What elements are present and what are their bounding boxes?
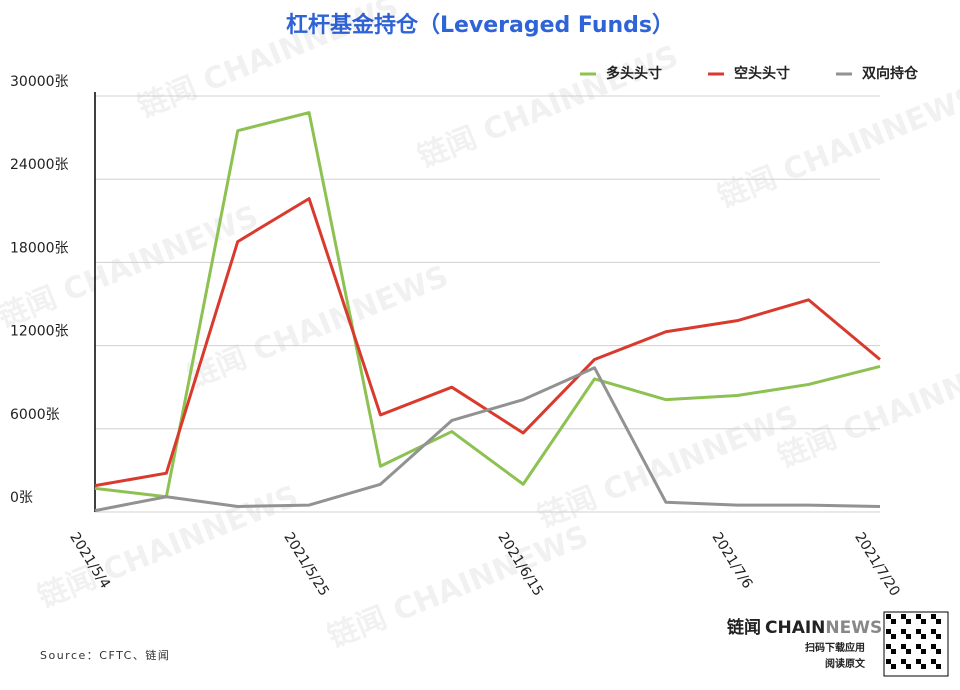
x-tick-label: 2021/7/6 bbox=[708, 530, 755, 592]
watermark: 链闻 CHAINNEWS bbox=[773, 339, 960, 475]
qr-cell bbox=[931, 644, 936, 649]
qr-code bbox=[883, 611, 949, 677]
qr-cell bbox=[916, 659, 921, 664]
qr-cell bbox=[906, 619, 911, 624]
qr-cell bbox=[916, 644, 921, 649]
qr-cell bbox=[931, 614, 936, 619]
qr-cell bbox=[901, 614, 906, 619]
logo-name: CHAINNEWS bbox=[765, 618, 882, 638]
qr-cell bbox=[921, 664, 926, 669]
watermark: 链闻 CHAINNEWS bbox=[533, 399, 803, 535]
qr-cell bbox=[921, 634, 926, 639]
watermark: 链闻 CHAINNEWS bbox=[183, 259, 453, 395]
watermark: 链闻 CHAINNEWS bbox=[0, 199, 263, 335]
line-series bbox=[94, 111, 881, 499]
qr-cell bbox=[906, 634, 911, 639]
watermark: 链闻 CHAINNEWS bbox=[413, 39, 683, 175]
qr-cell bbox=[936, 634, 941, 639]
qr-cell bbox=[921, 619, 926, 624]
x-tick-label: 2021/5/25 bbox=[280, 530, 332, 599]
qr-cell bbox=[886, 659, 891, 664]
y-tick-label: 18000张 bbox=[10, 240, 69, 256]
logo-name-b: NEWS bbox=[825, 618, 882, 638]
legend-label: 双向持仓 bbox=[862, 65, 919, 82]
qr-cell bbox=[906, 664, 911, 669]
source: Source：CFTC、链闻 bbox=[40, 648, 170, 662]
qr-cell bbox=[936, 619, 941, 624]
qr-cell bbox=[936, 664, 941, 669]
qr-cell bbox=[886, 644, 891, 649]
qr-cell bbox=[901, 659, 906, 664]
qr-cell bbox=[891, 619, 896, 624]
logo-line2: 阅读原文 bbox=[825, 657, 866, 670]
y-tick-label: 30000张 bbox=[10, 74, 69, 90]
qr-cell bbox=[931, 629, 936, 634]
qr-cell bbox=[916, 629, 921, 634]
watermark: 链闻 CHAINNEWS bbox=[133, 0, 403, 125]
qr-cell bbox=[886, 629, 891, 634]
qr-cell bbox=[906, 649, 911, 654]
y-tick-label: 0张 bbox=[10, 490, 33, 506]
qr-cell bbox=[891, 649, 896, 654]
legend-label: 多头头寸 bbox=[606, 65, 662, 82]
y-tick-label: 12000张 bbox=[10, 324, 69, 340]
qr-cell bbox=[891, 634, 896, 639]
x-tick-label: 2021/7/20 bbox=[851, 530, 903, 599]
qr-cell bbox=[916, 614, 921, 619]
qr-cell bbox=[901, 644, 906, 649]
line-series bbox=[94, 366, 881, 513]
watermark: 链闻 CHAINNEWS bbox=[323, 519, 593, 655]
qr-cell bbox=[936, 649, 941, 654]
qr-cell bbox=[921, 649, 926, 654]
legend-label: 空头头寸 bbox=[734, 65, 790, 82]
logo-line1: 扫码下载应用 bbox=[805, 641, 865, 654]
logo-brand: 链闻 bbox=[727, 617, 761, 638]
chart-title: 杠杆基金持仓（Leveraged Funds） bbox=[286, 12, 674, 38]
qr-cell bbox=[901, 629, 906, 634]
qr-cell bbox=[886, 614, 891, 619]
qr-cell bbox=[931, 659, 936, 664]
y-tick-label: 6000张 bbox=[10, 407, 60, 423]
y-tick-label: 24000张 bbox=[10, 157, 69, 173]
watermark: 链闻 CHAINNEWS bbox=[713, 79, 960, 215]
logo-name-a: CHAIN bbox=[765, 618, 825, 638]
qr-cell bbox=[891, 664, 896, 669]
